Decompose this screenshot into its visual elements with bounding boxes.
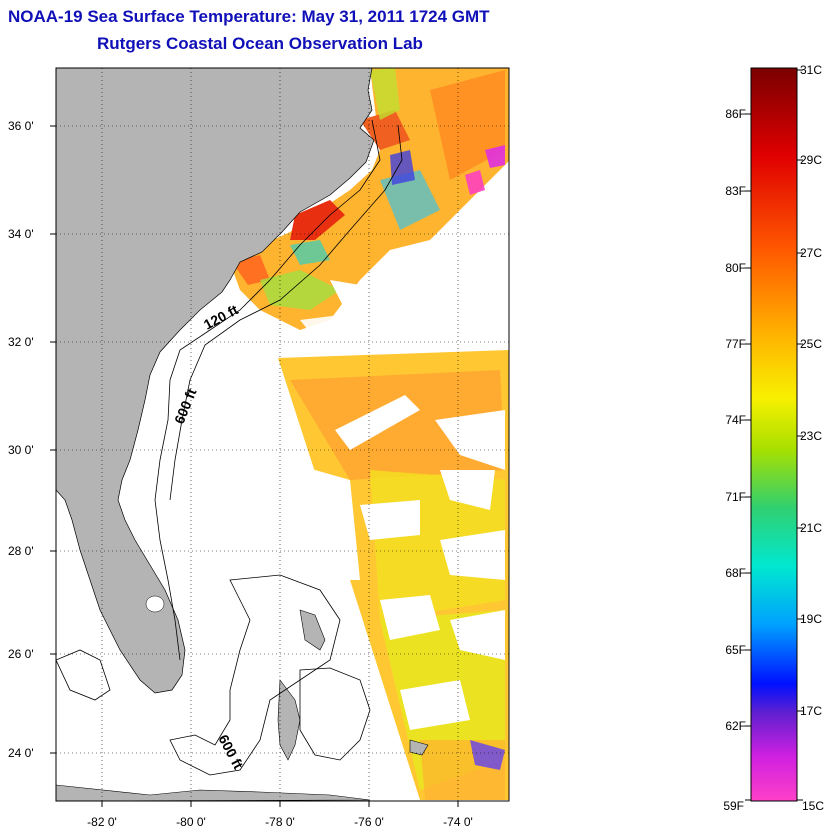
lon-label: -82 0' (87, 815, 117, 829)
lat-label: 26 0' (8, 647, 34, 661)
colorbar-c-label: 17C (800, 704, 822, 718)
colorbar-f-label: 77F (725, 337, 746, 351)
colorbar-c-label: 19C (800, 612, 822, 626)
lat-label: 30 0' (8, 443, 34, 457)
colorbar-f-label: 71F (725, 490, 746, 504)
lon-label: -76 0' (354, 815, 384, 829)
us-landmass (56, 68, 375, 694)
colorbar-f-label: 68F (725, 566, 746, 580)
colorbar-ticks (745, 69, 803, 801)
colorbar-f-label: 59F (723, 799, 744, 813)
lon-label: -80 0' (176, 815, 206, 829)
lat-label: 32 0' (8, 335, 34, 349)
colorbar-f-label: 74F (725, 413, 746, 427)
colorbar-f-label: 62F (725, 719, 746, 733)
colorbar-f-label: 65F (725, 643, 746, 657)
map-subtitle: Rutgers Coastal Ocean Observation Lab (97, 34, 423, 53)
colorbar-f-label: 83F (725, 184, 746, 198)
lat-label: 28 0' (8, 544, 34, 558)
colorbar-c-label: 27C (800, 246, 822, 260)
lon-label: -78 0' (265, 815, 295, 829)
colorbar-f-label: 86F (725, 107, 746, 121)
lat-label: 36 0' (8, 119, 34, 133)
sst-swath-north (232, 68, 509, 770)
colorbar-c-label: 23C (800, 429, 822, 443)
colorbar-c-label: 21C (800, 521, 822, 535)
colorbar-c-label: 29C (800, 153, 822, 167)
map-title: NOAA-19 Sea Surface Temperature: May 31,… (8, 7, 490, 26)
colorbar-f-label: 80F (725, 261, 746, 275)
colorbar-c-label: 15C (802, 799, 824, 813)
lat-label: 34 0' (8, 227, 34, 241)
cloud-gaps (280, 395, 505, 730)
bathymetry-contours (56, 119, 403, 776)
colorbar-c-label: 31C (800, 63, 822, 77)
axis-ticks (50, 125, 459, 807)
colorbar (750, 67, 798, 802)
lat-label: 24 0' (8, 746, 34, 760)
colorbar-c-label: 25C (800, 337, 822, 351)
lon-label: -74 0' (443, 815, 473, 829)
lake-okeechobee (145, 595, 165, 613)
